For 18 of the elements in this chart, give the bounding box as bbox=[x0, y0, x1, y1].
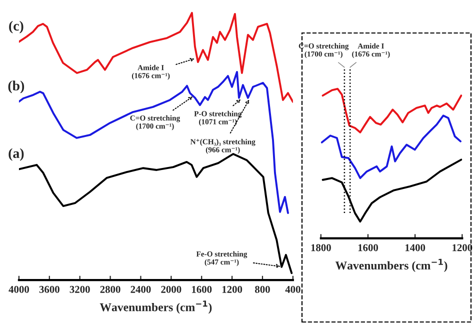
x-tick-label: 2800 bbox=[100, 286, 120, 293]
x-tick-label: 2000 bbox=[161, 286, 182, 293]
series-label: (c) bbox=[9, 20, 24, 34]
x-tick-label: 3600 bbox=[39, 286, 60, 293]
x-tick-label: 1800 bbox=[311, 244, 331, 252]
x-tick-label: 1200 bbox=[222, 286, 242, 293]
x-tick-label: 1600 bbox=[358, 244, 378, 252]
x-tick-label: 1400 bbox=[405, 244, 426, 252]
x-tick-label: 800 bbox=[255, 286, 270, 293]
series-label: (b) bbox=[8, 80, 24, 94]
x-tick-label: 3200 bbox=[70, 286, 90, 293]
series-label: (a) bbox=[8, 148, 24, 161]
x-tick-label: 2400 bbox=[130, 286, 151, 293]
x-tick-label: 1600 bbox=[192, 286, 212, 293]
x-tick-label: 4000 bbox=[8, 286, 29, 293]
x-tick-label: 400 bbox=[285, 286, 300, 293]
x-axis-title: Wavenumbers (cm$^{−1}$) bbox=[335, 258, 448, 272]
x-axis-title: Wavenumbers (cm$^{−1}$) bbox=[100, 300, 212, 314]
